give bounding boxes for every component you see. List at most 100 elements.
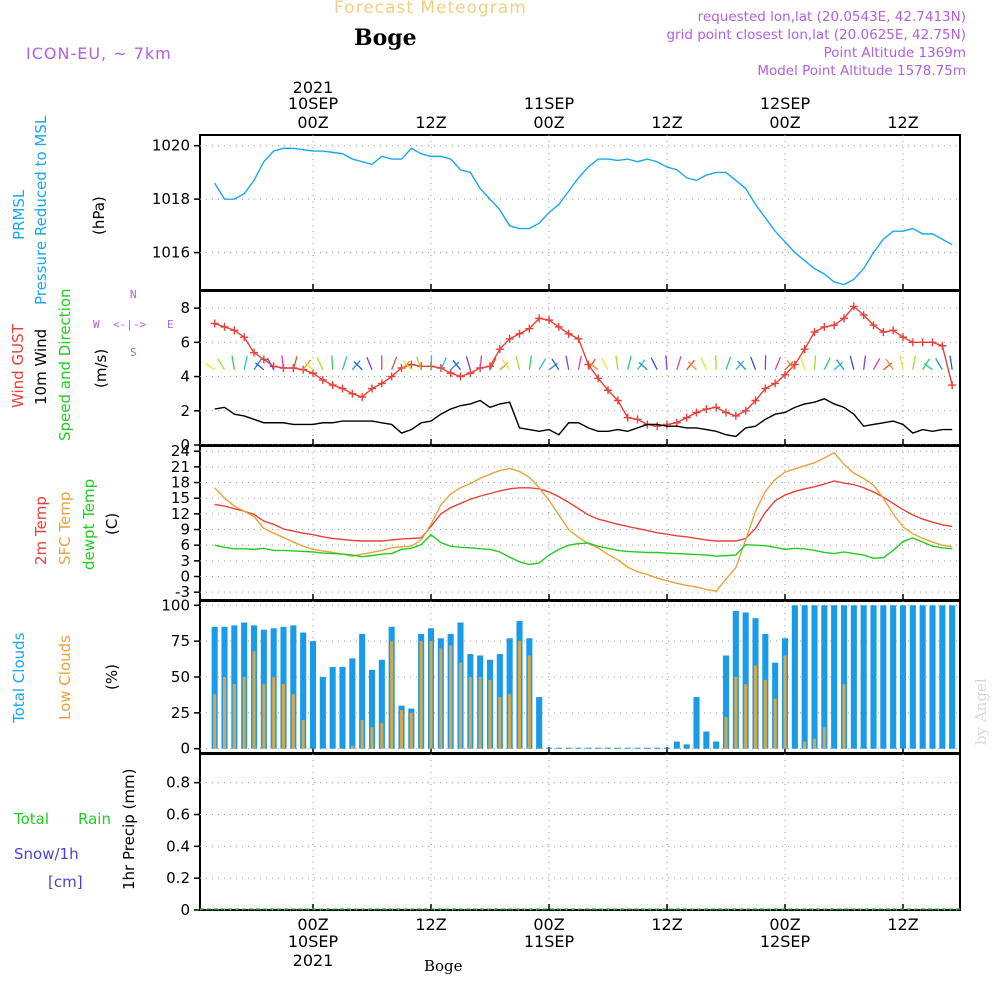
low-cloud-bar <box>281 684 286 749</box>
clouds-ytick-label: 100 <box>161 596 190 614</box>
precipitation-ytick-label: 0.6 <box>166 805 190 823</box>
precip-rain-label: Rain <box>78 810 111 828</box>
total-cloud-bar <box>545 747 553 749</box>
wind-direction-arrow <box>899 355 904 370</box>
gust-line-marker <box>446 369 455 378</box>
wind-direction-arrow <box>823 357 831 370</box>
total-cloud-bar <box>506 638 513 749</box>
low-cloud-bar <box>449 645 453 749</box>
low-cloud-bar <box>527 655 531 749</box>
wind-frame <box>199 290 961 446</box>
wind-direction-arrow <box>836 359 845 371</box>
gust-line-marker <box>554 322 563 331</box>
chart-title: Forecast Meteogram <box>334 0 527 18</box>
wind-direction-arrow <box>450 361 460 371</box>
low-cloud-bar <box>409 712 413 749</box>
low-cloud-bar <box>822 727 826 749</box>
low-cloud-bar <box>724 717 728 749</box>
low-cloud-bar <box>773 698 777 749</box>
bottom-hour-label: 00Z <box>769 915 800 934</box>
gust-line-marker <box>358 393 367 402</box>
total-cloud-bar <box>850 605 857 749</box>
low-cloud-bar <box>301 720 305 749</box>
clouds-ytick-label: 25 <box>171 704 190 722</box>
wind-direction-arrow <box>882 362 893 371</box>
low-cloud-bar <box>753 665 758 749</box>
wind-direction-arrow <box>217 358 226 371</box>
low-cloud-bar <box>763 679 767 749</box>
gust-line-marker <box>436 364 445 372</box>
low-cloud-bar <box>812 738 817 749</box>
wind-ytick-label: 4 <box>180 368 190 386</box>
gust-line-marker <box>210 319 219 328</box>
low-cloud-bar <box>399 709 404 749</box>
temperature-ytick-label: 0 <box>180 568 190 586</box>
total-cloud-bar <box>309 641 317 749</box>
total-cloud-bar <box>595 747 602 749</box>
bottom-date-label: 12SEP <box>760 932 811 951</box>
wind-direction-arrow <box>281 355 285 370</box>
compass-arrows: <-|-> <box>113 318 147 331</box>
low-cloud-bar <box>517 641 522 749</box>
wind-direction-arrow <box>700 357 707 370</box>
gust-line-marker <box>309 369 317 378</box>
total-cloud-bar <box>654 747 661 749</box>
gust-line-marker <box>328 381 337 390</box>
wind-direction-arrow <box>292 355 298 370</box>
gust-line-marker <box>466 369 475 378</box>
gust-line-marker <box>633 415 642 424</box>
total-cloud-bar <box>555 747 562 749</box>
gust-line-marker <box>505 334 514 343</box>
gust-line-marker <box>515 329 524 338</box>
low-cloud-bar <box>439 648 443 749</box>
wind-direction-arrow <box>687 361 697 371</box>
clouds-ytick-label: 0 <box>180 740 190 758</box>
wind-direction-arrow <box>725 356 732 370</box>
top-date-label: 11SEP <box>524 94 575 113</box>
wind-direction-arrow <box>615 355 619 370</box>
wind-direction-arrow <box>341 356 348 370</box>
total-cloud-bar <box>742 612 749 749</box>
total-cloud-bar <box>368 669 376 749</box>
gust-line-marker <box>594 374 603 383</box>
wind-direction-arrow <box>205 363 216 371</box>
gust-line-marker <box>318 375 327 384</box>
bottom-hour-label: 12Z <box>415 915 446 934</box>
gust-line-marker <box>908 338 917 347</box>
temperature-ytick-label: 24 <box>171 442 190 460</box>
wind-direction-arrow <box>499 362 509 371</box>
low-cloud-bar <box>842 684 846 749</box>
wind-direction-arrow <box>440 357 447 370</box>
precip-total-label: Total <box>14 810 50 828</box>
total-cloud-bar <box>349 658 356 749</box>
location-title: Boge <box>354 25 417 51</box>
temperature-ytick-label: -3 <box>175 583 190 601</box>
wind-direction-arrow <box>774 356 782 370</box>
low-cloud-bar <box>390 641 394 749</box>
gust-line-marker <box>535 314 544 323</box>
low-cloud-bar <box>488 679 492 749</box>
gust-line-marker <box>869 321 878 330</box>
clouds-ytick-label: 50 <box>171 668 190 686</box>
total-cloud-bar <box>860 605 867 749</box>
gust-line-marker <box>495 345 504 354</box>
top-year-label: 2021 <box>293 78 334 97</box>
wind-direction-arrow <box>577 355 582 370</box>
total-cloud-bar <box>319 677 326 749</box>
footer-location: Boge <box>424 957 463 975</box>
total-cloud-bar <box>604 747 612 749</box>
wind-direction-arrow <box>799 356 806 370</box>
gust-line-marker <box>604 386 612 395</box>
model-label: ICON-EU, ~ 7km <box>26 44 172 63</box>
wind-direction-arrow <box>638 362 648 371</box>
gust-line-marker <box>810 328 819 337</box>
low-cloud-bar <box>734 677 738 749</box>
total-cloud-bar <box>378 659 385 749</box>
wind-direction-arrow <box>401 360 411 371</box>
precip-cm-label: [cm] <box>48 873 83 891</box>
total-cloud-bar <box>801 605 808 749</box>
low-cloud-bar <box>350 745 354 749</box>
total-cloud-bar <box>634 747 641 749</box>
top-hour-label: 00Z <box>297 113 328 132</box>
gust-line-marker <box>613 396 622 405</box>
